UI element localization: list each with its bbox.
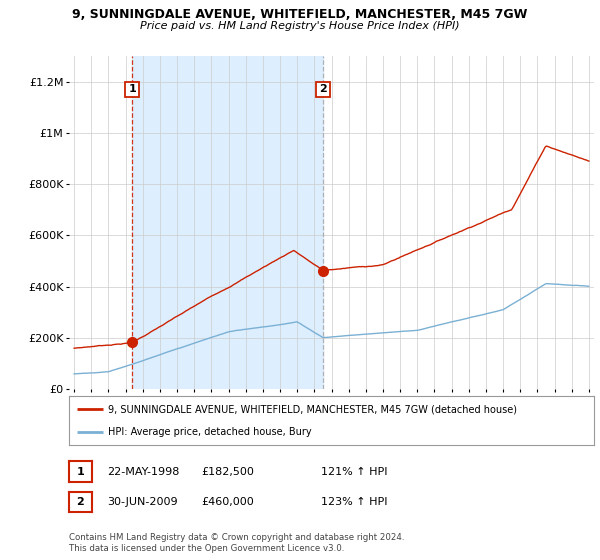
- Text: 9, SUNNINGDALE AVENUE, WHITEFIELD, MANCHESTER, M45 7GW: 9, SUNNINGDALE AVENUE, WHITEFIELD, MANCH…: [73, 8, 527, 21]
- Text: 121% ↑ HPI: 121% ↑ HPI: [321, 466, 388, 477]
- Text: 1: 1: [128, 85, 136, 94]
- Text: 2: 2: [77, 497, 84, 507]
- Text: £182,500: £182,500: [201, 466, 254, 477]
- Text: £460,000: £460,000: [201, 497, 254, 507]
- Text: Price paid vs. HM Land Registry's House Price Index (HPI): Price paid vs. HM Land Registry's House …: [140, 21, 460, 31]
- Text: 123% ↑ HPI: 123% ↑ HPI: [321, 497, 388, 507]
- Text: HPI: Average price, detached house, Bury: HPI: Average price, detached house, Bury: [109, 427, 312, 437]
- Text: 22-MAY-1998: 22-MAY-1998: [107, 466, 179, 477]
- Text: 30-JUN-2009: 30-JUN-2009: [107, 497, 178, 507]
- Text: Contains HM Land Registry data © Crown copyright and database right 2024.
This d: Contains HM Land Registry data © Crown c…: [69, 533, 404, 553]
- Bar: [132, 56, 323, 389]
- Text: 1: 1: [77, 466, 84, 477]
- Text: 2: 2: [319, 85, 327, 94]
- Text: 9, SUNNINGDALE AVENUE, WHITEFIELD, MANCHESTER, M45 7GW (detached house): 9, SUNNINGDALE AVENUE, WHITEFIELD, MANCH…: [109, 404, 517, 414]
